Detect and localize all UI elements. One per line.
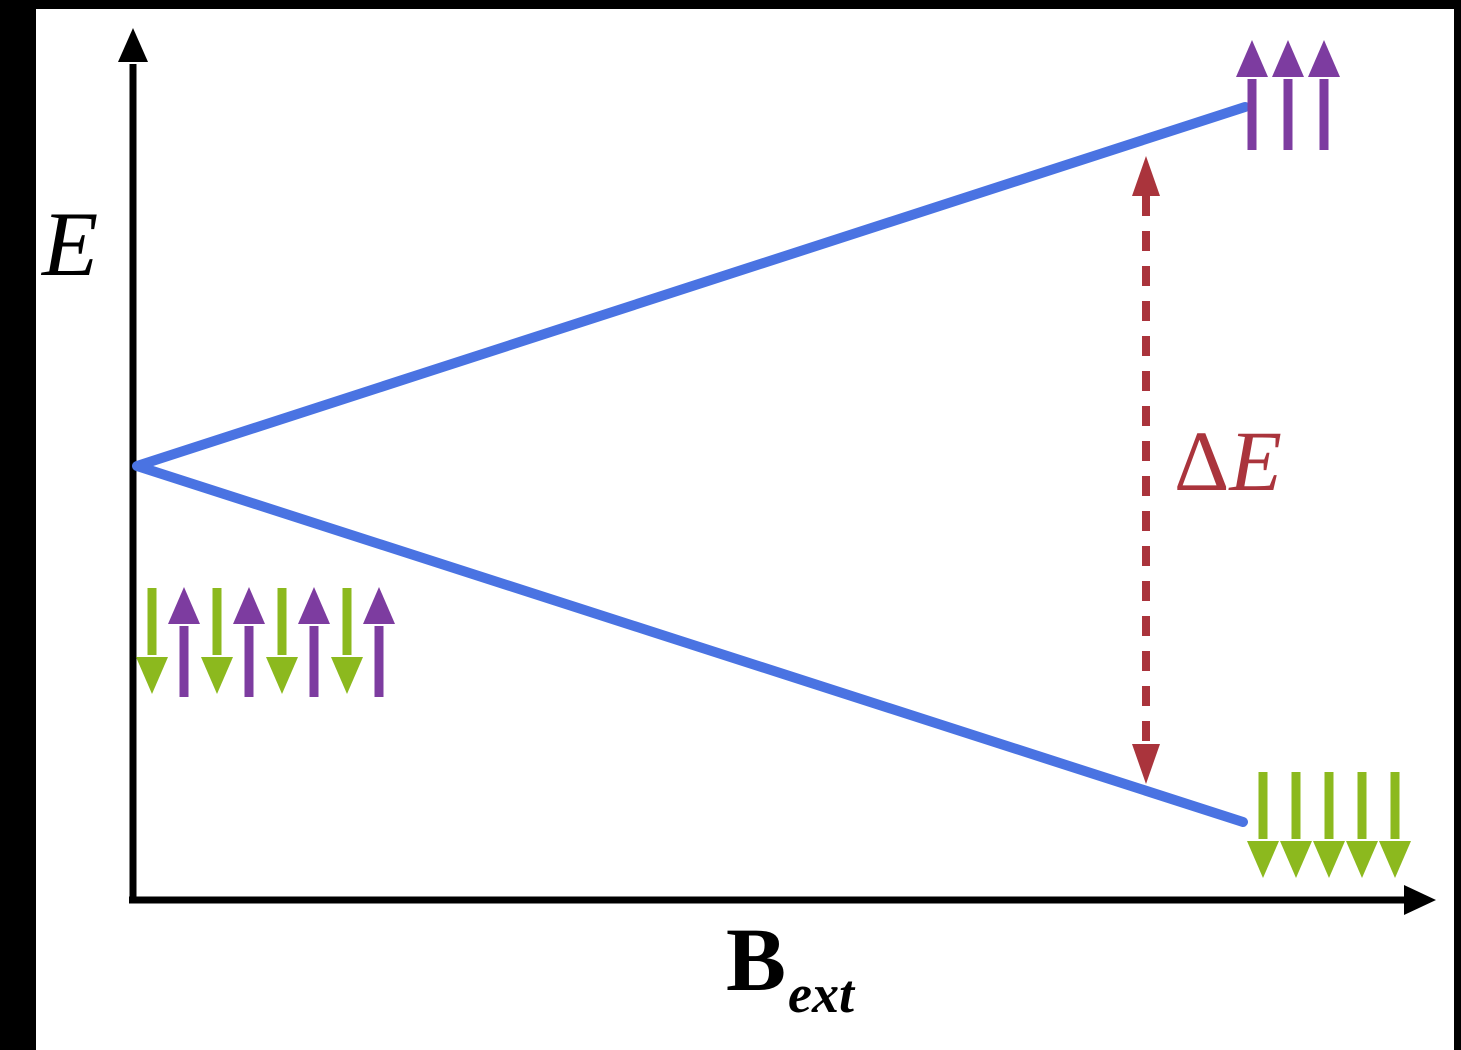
delta-arrowhead-up-icon xyxy=(1132,156,1160,196)
spin-down-arrow-icon xyxy=(1346,772,1378,878)
spin-up-arrow-icon xyxy=(1236,40,1268,150)
x-axis xyxy=(129,885,1436,915)
x-axis-symbol: B xyxy=(726,911,787,1010)
y-axis-label: E xyxy=(42,193,99,295)
spin-up-arrow-icon xyxy=(363,587,395,697)
spin-up-arrow-icon xyxy=(168,587,200,697)
spin-up-arrows-high-field xyxy=(1236,40,1340,150)
plot-area xyxy=(36,9,1454,1050)
x-axis-arrowhead-icon xyxy=(1404,885,1436,915)
spin-up-arrow-icon xyxy=(1308,40,1340,150)
x-axis-label: Bext xyxy=(726,916,854,1022)
zero-field-spin-arrows xyxy=(136,587,395,697)
y-axis xyxy=(118,28,148,900)
delta-e-label: ΔE xyxy=(1174,418,1282,504)
energy-branches xyxy=(132,102,1250,827)
spin-up-arrow-icon xyxy=(298,587,330,697)
delta-variable: E xyxy=(1229,413,1282,509)
y-axis-arrowhead-icon xyxy=(118,28,148,62)
spin-down-arrow-icon xyxy=(136,588,168,694)
spin-down-arrow-icon xyxy=(1247,772,1279,878)
spin-down-arrow-icon xyxy=(1313,772,1345,878)
spin-down-arrow-icon xyxy=(1379,772,1411,878)
spin-down-arrow-icon xyxy=(1280,772,1312,878)
delta-symbol: Δ xyxy=(1174,413,1230,509)
spin-up-arrow-icon xyxy=(233,587,265,697)
delta-e-arrow xyxy=(1132,156,1160,784)
spin-up-arrow-icon xyxy=(1272,40,1304,150)
spin-down-arrow-icon xyxy=(201,588,233,694)
x-axis-subscript: ext xyxy=(788,964,855,1024)
spin-down-arrow-icon xyxy=(266,588,298,694)
spin-down-arrow-icon xyxy=(331,588,363,694)
spin-down-arrows-high-field xyxy=(1247,772,1411,878)
delta-arrowhead-down-icon xyxy=(1132,744,1160,784)
energy-branch-lines xyxy=(132,102,1250,827)
